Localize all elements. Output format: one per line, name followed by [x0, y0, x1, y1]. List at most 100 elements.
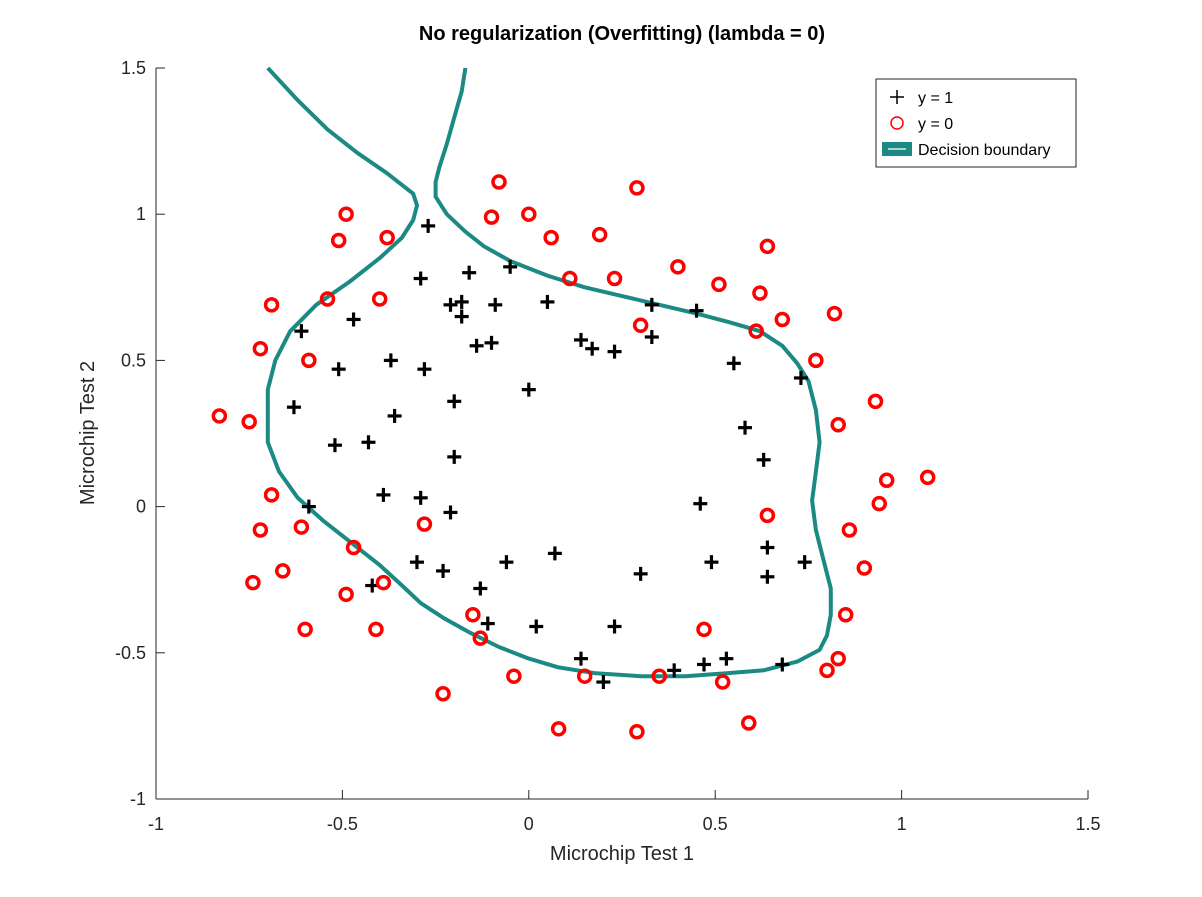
positive-point	[301, 499, 316, 514]
negative-point	[591, 226, 608, 243]
positive-point	[421, 218, 436, 233]
positive-point	[573, 332, 588, 347]
positive-point	[760, 540, 775, 555]
positive-point	[387, 408, 402, 423]
x-tick-label: 1.5	[1075, 814, 1100, 834]
positive-point	[797, 555, 812, 570]
negative-point	[379, 229, 395, 246]
negative-point	[297, 621, 313, 638]
data-points-layer	[211, 174, 936, 740]
y-tick-label: -1	[130, 789, 146, 809]
negative-point	[748, 323, 764, 339]
negative-point	[629, 180, 645, 196]
legend-label-boundary: Decision boundary	[918, 142, 1051, 159]
y-tick-label: 1.5	[121, 58, 146, 78]
y-tick-label: 0	[136, 497, 146, 517]
positive-point	[376, 487, 391, 502]
chart-title: No regularization (Overfitting) (lambda …	[419, 23, 825, 45]
negative-point	[521, 206, 537, 222]
negative-point	[345, 539, 362, 556]
legend: y = 1 y = 0 Decision boundary	[875, 78, 1077, 168]
negative-point	[878, 472, 895, 489]
negative-point	[651, 668, 668, 684]
positive-point	[447, 449, 462, 464]
decision-boundary-line	[265, 66, 833, 679]
negative-point	[506, 668, 522, 684]
y-tick-label: 1	[136, 204, 146, 224]
positive-point	[413, 271, 428, 286]
negative-point	[576, 668, 593, 684]
positive-point	[573, 651, 588, 666]
y-tick-label: 0.5	[121, 350, 146, 370]
positive-point	[473, 581, 488, 596]
negative-point	[632, 317, 649, 334]
negative-point	[375, 574, 392, 591]
negative-point	[245, 574, 261, 591]
negative-point	[867, 393, 884, 410]
positive-point	[480, 616, 495, 631]
negative-point	[830, 650, 846, 667]
negative-point	[275, 563, 291, 579]
negative-point	[416, 516, 433, 532]
negative-point	[826, 305, 843, 322]
negative-point	[696, 621, 712, 638]
negative-point	[856, 560, 873, 576]
positive-point	[726, 356, 741, 371]
positive-point	[644, 330, 659, 345]
x-tick-label: 1	[897, 814, 907, 834]
y-axis-title: Microchip Test 2	[77, 361, 99, 505]
negative-point	[550, 721, 567, 737]
positive-point	[331, 362, 346, 377]
negative-point	[919, 469, 936, 486]
positive-point	[667, 663, 682, 678]
negative-point	[252, 340, 269, 357]
decision-boundary-layer	[265, 66, 833, 679]
negative-point	[472, 630, 489, 646]
positive-point	[484, 335, 499, 350]
x-tick-label: -0.5	[327, 814, 358, 834]
negative-point	[263, 297, 280, 313]
positive-point	[585, 341, 600, 356]
positive-point	[503, 259, 518, 274]
y-tick-label: -0.5	[115, 643, 146, 663]
negative-point	[774, 311, 791, 328]
positive-point	[704, 555, 719, 570]
x-axis-title: Microchip Test 1	[550, 843, 694, 865]
positive-point	[409, 555, 424, 570]
negative-point	[211, 408, 228, 424]
negative-point	[338, 586, 354, 603]
positive-point	[454, 309, 469, 324]
positive-point	[644, 297, 659, 312]
positive-point	[443, 297, 458, 312]
positive-point	[719, 651, 734, 666]
negative-point	[241, 414, 257, 430]
positive-point	[294, 324, 309, 339]
positive-point	[756, 452, 771, 467]
legend-label-positive: y = 1	[918, 90, 953, 107]
negative-point	[741, 715, 757, 731]
positive-point	[529, 619, 544, 634]
x-tick-label: 0.5	[703, 814, 728, 834]
positive-point	[469, 338, 484, 353]
negative-point	[368, 621, 384, 638]
axes: -1 -0.5 0 0.5 1 1.5 -1 -0.5 0 0.5 1 1.5	[115, 58, 1101, 834]
positive-point	[689, 303, 704, 318]
negative-point	[759, 238, 776, 255]
negative-point	[465, 607, 481, 623]
positive-point	[738, 420, 753, 435]
positive-point	[443, 505, 458, 520]
positive-point	[547, 546, 562, 561]
positive-point	[760, 569, 775, 584]
negative-point	[819, 662, 835, 679]
positive-point	[607, 344, 622, 359]
positive-point	[697, 657, 712, 672]
positive-point	[793, 370, 808, 385]
negative-point	[371, 291, 388, 307]
negative-point	[435, 685, 451, 702]
positive-point	[693, 496, 708, 511]
positive-point	[607, 619, 622, 634]
negative-point	[714, 674, 731, 690]
negative-point	[483, 209, 500, 225]
legend-circle-marker	[890, 116, 904, 130]
